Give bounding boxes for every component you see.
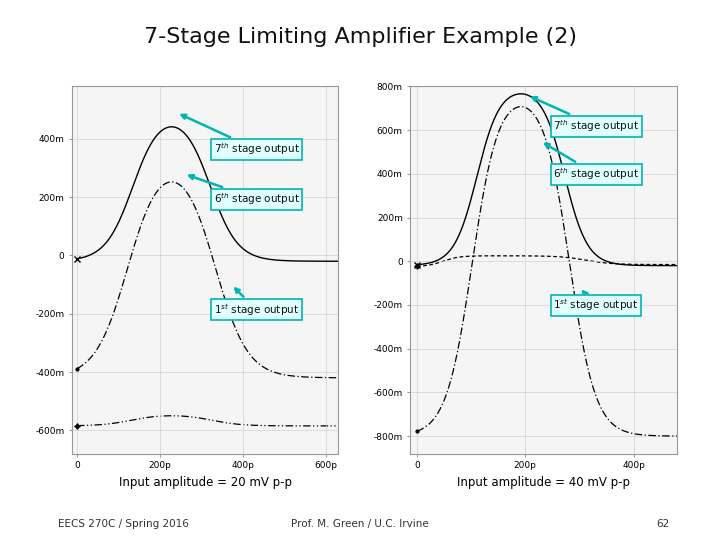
Text: 62: 62: [657, 519, 670, 529]
Text: 6$^{th}$ stage output: 6$^{th}$ stage output: [545, 144, 639, 182]
Text: 7$^{th}$ stage output: 7$^{th}$ stage output: [181, 115, 300, 158]
Text: EECS 270C / Spring 2016: EECS 270C / Spring 2016: [58, 519, 189, 529]
X-axis label: Input amplitude = 20 mV p-p: Input amplitude = 20 mV p-p: [119, 476, 292, 489]
Text: Prof. M. Green / U.C. Irvine: Prof. M. Green / U.C. Irvine: [291, 519, 429, 529]
Text: 6$^{th}$ stage output: 6$^{th}$ stage output: [189, 175, 300, 207]
Text: 1$^{st}$ stage output: 1$^{st}$ stage output: [214, 288, 299, 318]
Text: 1$^{st}$ stage output: 1$^{st}$ stage output: [554, 292, 639, 313]
X-axis label: Input amplitude = 40 mV p-p: Input amplitude = 40 mV p-p: [457, 476, 630, 489]
Text: 7-Stage Limiting Amplifier Example (2): 7-Stage Limiting Amplifier Example (2): [143, 27, 577, 47]
Text: 7$^{th}$ stage output: 7$^{th}$ stage output: [532, 97, 639, 134]
